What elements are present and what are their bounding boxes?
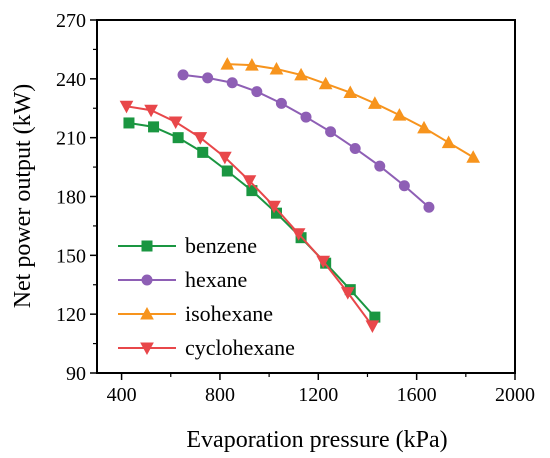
data-point-hexane [349, 142, 361, 154]
data-point-isohexane [368, 96, 382, 109]
legend-marker [141, 274, 153, 286]
y-tick-label: 240 [56, 69, 86, 91]
data-point-isohexane [220, 57, 235, 70]
data-point-hexane [398, 180, 410, 192]
data-point-hexane [325, 126, 337, 138]
data-point-cyclohexane [168, 116, 183, 130]
legend-label: hexane [185, 267, 247, 292]
data-point-cyclohexane [291, 228, 306, 241]
plot-border [96, 19, 516, 374]
data-point-cyclohexane [316, 255, 331, 269]
series-hexane [177, 69, 435, 213]
data-point-cyclohexane [340, 287, 355, 300]
data-point-isohexane [392, 108, 407, 121]
legend-item-hexane: hexane [118, 267, 247, 292]
series-line-cyclohexane [126, 105, 374, 327]
legend-label: isohexane [185, 301, 273, 326]
series-cyclohexane [119, 100, 380, 333]
data-point-hexane [226, 77, 238, 89]
data-point-isohexane [441, 135, 456, 149]
axis-ticks: 400 800 1200 1600 2000 90 120 150 180 210 240 270 [56, 10, 535, 406]
y-tick-label: 180 [56, 187, 86, 209]
data-point-hexane [202, 72, 214, 84]
data-point-cyclohexane [218, 151, 232, 165]
y-tick-label: 270 [56, 10, 86, 32]
data-point-hexane [177, 69, 189, 81]
series-line-hexane [182, 73, 430, 209]
y-axis-title: Net power output (kW) [10, 84, 36, 309]
data-point-hexane [300, 111, 312, 123]
data-point-hexane [374, 160, 386, 172]
legend-item-cyclohexane: cyclohexane [118, 335, 295, 360]
data-point-isohexane [417, 120, 431, 134]
legend-item-benzene: benzene [118, 233, 257, 258]
y-tick-label: 120 [56, 304, 86, 326]
series-isohexane [220, 57, 481, 163]
x-axis-title: Evaporation pressure (kPa) [186, 427, 447, 453]
series-layer [119, 57, 481, 333]
data-point-isohexane [466, 150, 481, 163]
data-point-hexane [251, 86, 263, 98]
legend: benzene hexane isohexane cyclohexane [118, 233, 295, 360]
series-line-isohexane [227, 63, 474, 159]
data-point-isohexane [343, 85, 358, 99]
x-tick-label: 2000 [495, 384, 535, 406]
data-point-isohexane [245, 58, 259, 71]
data-point-cyclohexane [365, 320, 380, 333]
x-tick-label: 800 [205, 384, 235, 406]
data-point-cyclohexane [193, 132, 208, 145]
data-point-isohexane [294, 67, 308, 81]
data-point-cyclohexane [119, 100, 134, 114]
legend-label: cyclohexane [185, 335, 295, 360]
y-tick-label: 90 [66, 363, 86, 385]
y-tick-label: 150 [56, 245, 86, 267]
legend-marker [140, 342, 154, 356]
series-benzene [123, 117, 381, 323]
data-point-benzene [148, 121, 160, 133]
x-tick-label: 1600 [397, 384, 437, 406]
legend-item-isohexane: isohexane [118, 301, 273, 326]
data-point-benzene [221, 165, 233, 177]
legend-marker [140, 306, 154, 320]
x-tick-label: 1200 [298, 384, 338, 406]
y-tick-label: 210 [56, 128, 86, 150]
plot-frame [96, 19, 516, 374]
legend-label: benzene [185, 233, 257, 258]
series-line-benzene [128, 121, 376, 318]
data-point-benzene [197, 146, 209, 158]
data-point-benzene [172, 132, 184, 144]
legend-marker [141, 240, 153, 252]
data-point-isohexane [269, 61, 284, 75]
data-point-benzene [246, 185, 258, 197]
data-point-hexane [275, 97, 287, 109]
data-point-cyclohexane [242, 175, 257, 188]
x-tick-label: 400 [107, 384, 137, 406]
data-point-isohexane [318, 76, 333, 90]
data-point-cyclohexane [144, 104, 158, 118]
data-point-benzene [123, 117, 135, 129]
data-point-hexane [423, 201, 435, 213]
data-point-cyclohexane [267, 200, 281, 214]
